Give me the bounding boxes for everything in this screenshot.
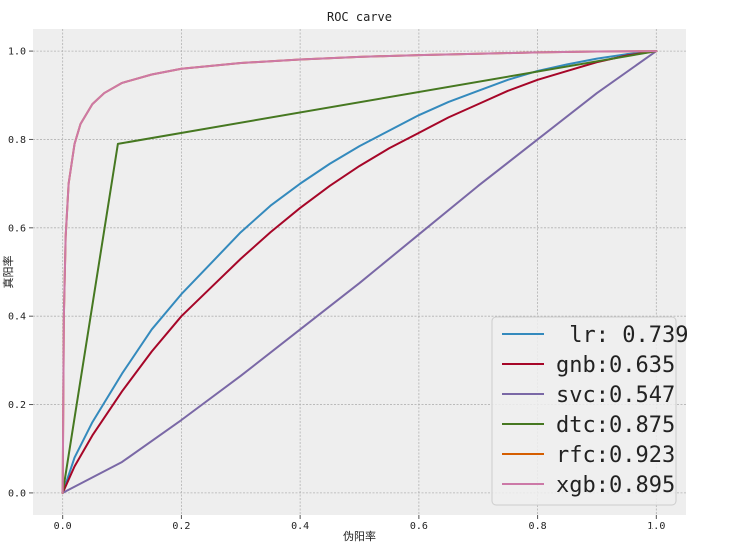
chart-title: ROC carve	[327, 10, 392, 24]
series-line-lr	[61, 50, 658, 494]
series-line-dtc	[61, 50, 658, 494]
y-tick-label-0: 0.0	[8, 488, 26, 499]
series-lines	[61, 50, 658, 494]
x-tick-label-4: 0.8	[529, 521, 547, 532]
grid-lines	[33, 29, 686, 515]
legend-label-gnb: gnb:0.635	[556, 353, 675, 378]
watermark-text: https://blog.csdn.net/lau143	[552, 527, 736, 542]
axis-ticks: 0.0 0.2 0.4 0.6 0.8 1.0 0.0 0.2 0.4 0.6 0.8 1.0	[8, 47, 665, 532]
y-tick-label-3: 0.6	[8, 223, 26, 234]
y-tick-label-2: 0.4	[8, 312, 26, 323]
legend-label-dtc: dtc:0.875	[556, 413, 675, 438]
series-line-gnb	[61, 50, 658, 494]
x-tick-label-1: 0.2	[172, 521, 190, 532]
x-tick-label-2: 0.4	[291, 521, 309, 532]
series-line-xgb	[61, 50, 658, 494]
legend: lr: 0.739 gnb:0.635 svc:0.547 dtc:0.875 rfc:…	[491, 316, 688, 506]
y-tick-label-5: 1.0	[8, 47, 26, 58]
x-tick-label-3: 0.6	[410, 521, 428, 532]
series-line-svc	[61, 50, 658, 494]
x-tick-label-0: 0.0	[54, 521, 72, 532]
legend-label-rfc: rfc:0.923	[556, 443, 675, 468]
legend-label-lr: lr: 0.739	[556, 323, 688, 348]
x-axis-title: 伪阳率	[343, 529, 376, 543]
legend-label-xgb: xgb:0.895	[556, 473, 675, 498]
x-tick-label-5: 1.0	[647, 521, 665, 532]
y-tick-label-1: 0.2	[8, 400, 26, 411]
y-tick-label-4: 0.8	[8, 135, 26, 146]
y-axis-title: 真阳率	[1, 256, 15, 289]
legend-label-svc: svc:0.547	[556, 383, 675, 408]
